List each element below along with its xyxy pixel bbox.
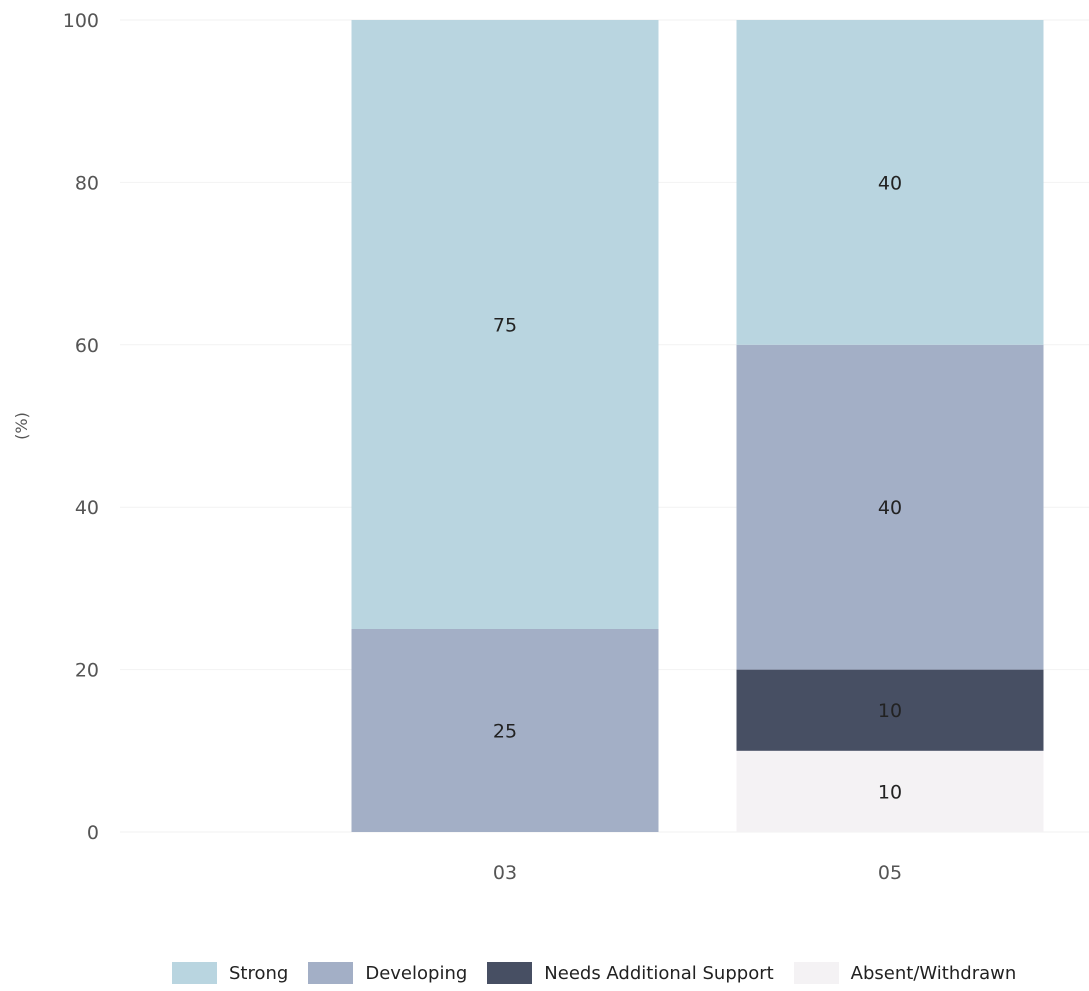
- y-tick-label: 100: [63, 10, 99, 32]
- y-axis-ticks: 0 20 40 60 80 100: [63, 10, 99, 844]
- legend-item: Strong: [172, 962, 288, 984]
- y-axis-label: (%): [12, 412, 31, 440]
- y-tick-label: 80: [75, 172, 99, 194]
- legend-label: Strong: [229, 962, 289, 984]
- legend: Strong Developing Needs Additional Support…: [172, 958, 1016, 988]
- data-label: 75: [493, 315, 517, 337]
- y-tick-label: 40: [75, 497, 99, 519]
- bar-segment: [736, 20, 1044, 345]
- bar-segment: [351, 20, 659, 629]
- x-axis-ticks: 03 05: [493, 862, 902, 884]
- legend-swatch: [308, 962, 354, 984]
- y-tick-label: 20: [75, 660, 99, 682]
- x-tick-label: 03: [493, 862, 517, 884]
- bar-segment: [736, 344, 1044, 670]
- data-label: 10: [878, 700, 902, 722]
- bar-segment: [736, 750, 1044, 832]
- bars: [351, 20, 1044, 832]
- legend-item: Developing: [308, 962, 467, 984]
- y-tick-label: 60: [75, 335, 99, 357]
- data-label: 40: [878, 497, 902, 519]
- legend-item: Needs Additional Support: [487, 962, 774, 984]
- data-label: 10: [878, 781, 902, 803]
- legend-label: Developing: [365, 962, 468, 984]
- legend-item: Absent/Withdrawn: [793, 962, 1017, 984]
- y-tick-label: 0: [87, 822, 99, 844]
- bar-segment: [351, 629, 659, 832]
- legend-label: Needs Additional Support: [544, 962, 774, 984]
- bar-segment: [736, 669, 1044, 751]
- legend-swatch: [793, 962, 839, 984]
- data-label: 25: [493, 721, 517, 743]
- legend-swatch: [172, 962, 217, 984]
- legend-label: Absent/Withdrawn: [850, 962, 1017, 984]
- data-labels: 25 75 10 10 40 40: [493, 172, 902, 803]
- data-label: 40: [878, 172, 902, 194]
- x-tick-label: 05: [878, 862, 902, 884]
- legend-swatch: [487, 962, 533, 984]
